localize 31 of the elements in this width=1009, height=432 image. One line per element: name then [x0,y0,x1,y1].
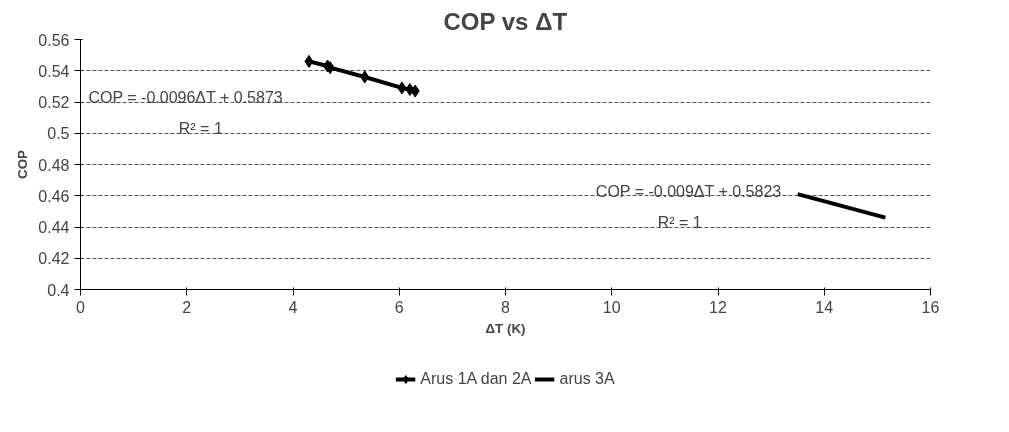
y-tick-label: 0.5 [47,125,70,143]
y-tick-label: 0.42 [38,250,70,268]
x-tick-label: 12 [709,298,727,316]
x-tick-label: 0 [76,298,86,316]
y-tick-label: 0.52 [38,94,70,111]
annotation: COP = -0.009ΔT + 0.5823 [595,182,782,200]
legend-label: Arus 1A dan 2A [420,370,532,388]
annotation: R² = 1 [178,120,223,138]
annotation: COP = -0.0096ΔT + 0.5873 [88,88,283,106]
y-tick-label: 0.44 [38,219,70,236]
x-tick-label: 4 [288,298,298,316]
annotation: R² = 1 [657,213,702,231]
x-tick-label: 2 [182,298,192,316]
legend-label: arus 3A [559,370,615,388]
point [304,54,314,68]
x-tick-label: 8 [501,298,511,316]
x-tick-label: 14 [815,298,834,316]
point [360,70,370,84]
x-tick-label: 16 [921,298,940,316]
y-tick-label: 0.56 [38,31,70,49]
x-axis-title: ΔT (K) [485,320,526,336]
y-tick-label: 0.46 [38,187,70,205]
x-tick-label: 10 [602,298,621,316]
chart-title: COP vs ΔT [443,7,568,35]
y-tick-label: 0.54 [38,62,70,80]
y-axis-title: COP [15,149,31,179]
point [397,81,407,95]
y-tick-label: 0.48 [38,156,70,174]
point [410,84,420,98]
y-tick-label: 0.4 [47,281,70,299]
x-tick-label: 6 [394,298,404,316]
